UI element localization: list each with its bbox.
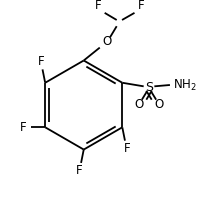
Text: F: F bbox=[138, 0, 144, 12]
Text: O: O bbox=[134, 98, 143, 111]
Text: F: F bbox=[37, 55, 44, 68]
Text: F: F bbox=[76, 164, 82, 177]
Text: S: S bbox=[144, 81, 152, 94]
Text: F: F bbox=[95, 0, 101, 12]
Text: NH$_2$: NH$_2$ bbox=[172, 77, 196, 93]
Text: O: O bbox=[102, 35, 111, 48]
Text: F: F bbox=[123, 142, 129, 155]
Text: O: O bbox=[154, 98, 163, 111]
Text: F: F bbox=[20, 121, 26, 134]
